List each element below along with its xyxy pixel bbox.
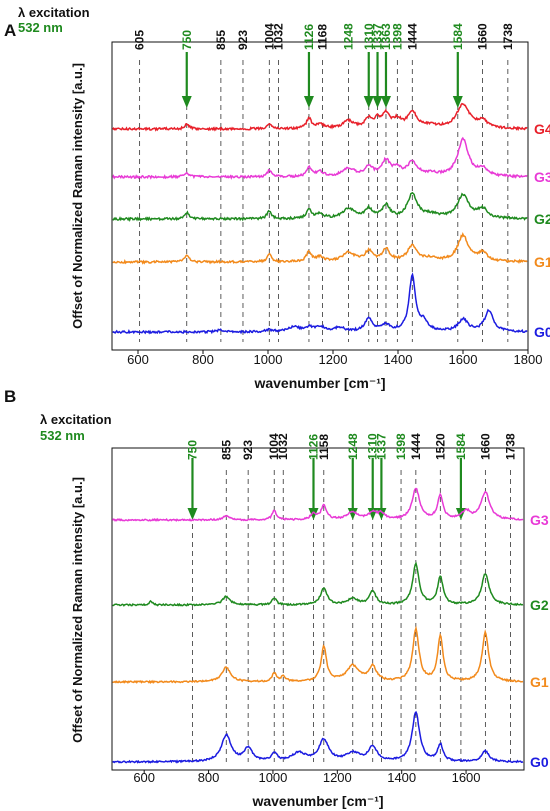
series-label-G3: G3 [534,169,550,185]
series-label-G0: G0 [530,754,549,770]
series-label-G4: G4 [534,121,550,137]
band-label-1248: 1248 [342,23,356,50]
band-label-750: 750 [185,440,199,460]
band-label-1004: 1004 [267,433,281,460]
panel-a-series-labels: G4 G3 G2 G1 G0 [534,121,550,340]
band-label-1363: 1363 [379,23,393,50]
x-tick-label-1600: 1600 [452,770,481,785]
arrow-head-1126 [308,508,319,520]
panel-a-band-lines [139,60,509,342]
panel-b-x-ticks: 600 800 1000 1200 1400 1600 [133,770,481,785]
arrow-head-1337 [372,96,383,108]
x-tick-label-1000: 1000 [254,352,283,367]
band-label-1738: 1738 [501,23,515,50]
panel-a: A λ excitation 532 nm 605 750 855 923 100410… [4,5,550,391]
x-tick-label-800: 800 [198,770,220,785]
band-label-1337: 1337 [374,433,388,460]
panel-a-x-ticks: 600 800 1000 1200 1400 1600 1800 [127,350,542,367]
panel-b-excitation-line1: λ excitation [40,412,112,427]
band-label-1584: 1584 [451,23,465,50]
band-label-1310: 1310 [362,23,376,50]
series-label-G2: G2 [530,597,549,613]
x-tick-label-1400: 1400 [384,352,413,367]
x-tick-label-1400: 1400 [387,770,416,785]
series-G0-line [112,710,524,764]
series-label-G3: G3 [530,512,549,528]
band-label-1584: 1584 [454,433,468,460]
arrow-head-1363 [380,96,391,108]
arrow-head-1584 [452,96,463,108]
band-label-605: 605 [133,30,147,50]
panel-b-excitation-line2: 532 nm [40,428,85,443]
series-label-G1: G1 [534,254,550,270]
band-label-1520: 1520 [433,433,447,460]
band-label-1398: 1398 [394,433,408,460]
x-tick-label-600: 600 [133,770,155,785]
band-label-855: 855 [219,440,233,460]
band-label-1248: 1248 [346,433,360,460]
series-G4-line [112,102,528,132]
panel-a-letter: A [4,21,16,40]
band-label-1158: 1158 [317,434,331,460]
band-label-1004: 1004 [262,23,276,50]
band-label-923: 923 [241,440,255,460]
panel-a-arrows [181,52,463,108]
x-tick-label-1800: 1800 [514,352,543,367]
arrow-head-1248 [347,508,358,520]
panel-b-series [111,487,524,764]
series-label-G1: G1 [530,674,549,690]
band-label-750: 750 [180,30,194,50]
series-G3-line [111,487,524,522]
panel-a-excitation-line2: 532 nm [18,20,63,35]
band-label-1168: 1168 [316,24,330,50]
panel-a-plot-frame [111,41,529,351]
x-tick-label-800: 800 [192,352,214,367]
series-G2-line [112,561,524,607]
band-label-855: 855 [214,30,228,50]
band-label-1444: 1444 [405,23,419,50]
arrow-head-750 [181,96,192,108]
band-label-1660: 1660 [476,23,490,50]
x-tick-label-1000: 1000 [258,770,287,785]
x-tick-label-1200: 1200 [319,352,348,367]
series-G3-line [112,136,528,180]
x-tick-label-1200: 1200 [323,770,352,785]
band-label-923: 923 [236,30,250,50]
band-label-1444: 1444 [409,433,423,460]
panel-a-series [112,102,528,335]
band-label-1032: 1032 [271,23,285,50]
band-label-1337: 1337 [371,23,385,50]
band-label-1660: 1660 [478,433,492,460]
panel-a-excitation-line1: λ excitation [18,5,90,20]
series-G2-line [112,191,528,222]
panel-b-arrows [187,458,466,520]
panel-b-series-labels: G3 G2 G1 G0 [530,512,549,770]
band-label-1398: 1398 [390,23,404,50]
arrow-head-1310 [363,96,374,108]
series-label-G0: G0 [534,324,550,340]
series-G1-line [112,232,528,265]
panel-a-y-axis-label: Offset of Normalized Raman intensity [a.… [70,63,85,329]
panel-b-letter: B [4,387,16,406]
arrow-head-1126 [303,96,314,108]
panel-a-x-axis-label: wavenumber [cm⁻¹] [253,375,385,391]
panel-b-x-axis-label: wavenumber [cm⁻¹] [251,793,383,809]
band-label-1738: 1738 [503,433,517,460]
x-tick-label-1600: 1600 [449,352,478,367]
series-G1-line [112,625,524,685]
band-label-1126: 1126 [302,24,316,50]
arrow-head-750 [187,508,198,520]
band-label-1310: 1310 [366,433,380,460]
x-tick-label-600: 600 [127,352,149,367]
series-G0-line [112,272,528,335]
band-label-1032: 1032 [276,433,290,460]
series-label-G2: G2 [534,211,550,227]
panel-b-y-axis-label: Offset of Normalized Raman intensity [a.… [70,477,85,743]
panel-b-plot-frame [111,447,525,771]
band-label-1126: 1126 [306,434,320,460]
